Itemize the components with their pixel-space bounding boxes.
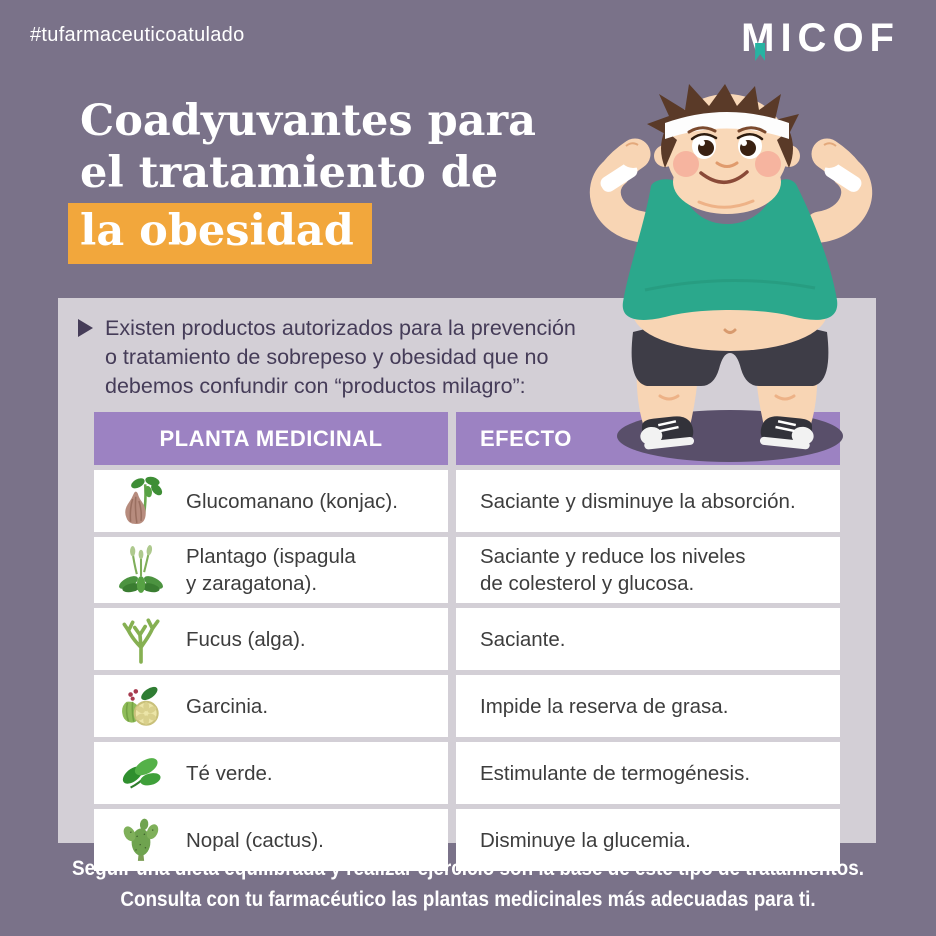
page-title: Coadyuvantes para el tratamiento de la o… (68, 95, 537, 264)
wristband-left (600, 162, 638, 192)
plant-cell: Fucus (alga). (94, 608, 448, 670)
info-card: Existen productos autorizados para la pr… (58, 298, 876, 871)
title-highlight: la obesidad (68, 203, 372, 264)
intro-text: Existen productos autorizados para la pr… (105, 316, 576, 398)
plant-table: PLANTA MEDICINAL EFECTO Glucomanano (kon… (94, 412, 840, 871)
title-line-2: el tratamiento de (80, 148, 499, 198)
column-header-planta-medicinal: PLANTA MEDICINAL (94, 412, 448, 465)
effect-cell: Saciante y reduce los niveles de coleste… (456, 537, 840, 603)
sneaker-left (640, 416, 695, 450)
green-tea-icon (118, 748, 164, 798)
plant-name: Glucomanano (konjac). (186, 489, 398, 513)
plant-name: Plantago (ispagula y zaragatona). (186, 545, 356, 595)
plant-cell: Glucomanano (konjac). (94, 470, 448, 532)
brand-mark-icon (755, 43, 766, 61)
title-line-1: Coadyuvantes para (80, 96, 537, 146)
effect-text: Saciante y disminuye la absorción. (480, 489, 796, 513)
plant-name: Nopal (cactus). (186, 828, 324, 852)
fucus-icon (118, 614, 164, 664)
plant-cell: Plantago (ispagula y zaragatona). (94, 537, 448, 603)
effect-text: Saciante. (480, 627, 566, 651)
effect-text: Saciante y reduce los niveles de coleste… (480, 545, 746, 595)
footer-line-2: Consulta con tu farmacéutico las plantas… (120, 888, 816, 911)
triangle-bullet-icon (78, 319, 93, 337)
plant-cell: Garcinia. (94, 675, 448, 737)
brand-logo: MICOF (741, 16, 900, 61)
wristband-right (824, 162, 862, 192)
brand-logo-text: MICOF (741, 16, 900, 60)
garcinia-icon (118, 681, 164, 731)
effect-text: Disminuye la glucemia. (480, 828, 691, 852)
sneaker-right (759, 416, 814, 450)
footer-note: Seguir una dieta equilibrada y realizar … (47, 853, 889, 915)
effect-text: Estimulante de termogénesis. (480, 761, 751, 785)
plant-name: Fucus (alga). (186, 627, 306, 651)
plant-cell: Nopal (cactus). (94, 809, 448, 871)
effect-cell: Impide la reserva de grasa. (456, 675, 840, 737)
hashtag-text: #tufarmaceuticoatulado (30, 24, 245, 46)
obese-character-illustration (589, 84, 873, 462)
plant-name: Té verde. (186, 761, 273, 785)
footer-line-1: Seguir una dieta equilibrada y realizar … (72, 857, 864, 880)
effect-cell: Disminuye la glucemia. (456, 809, 840, 871)
effect-cell: Estimulante de termogénesis. (456, 742, 840, 804)
plant-cell: Té verde. (94, 742, 448, 804)
effect-cell: Saciante y disminuye la absorción. (456, 470, 840, 532)
effect-cell: Saciante. (456, 608, 840, 670)
intro-block: Existen productos autorizados para la pr… (78, 314, 576, 401)
headband (665, 112, 789, 139)
effect-text: Impide la reserva de grasa. (480, 694, 729, 718)
plant-name: Garcinia. (186, 694, 269, 718)
plantago-icon (118, 545, 164, 595)
konjac-icon (118, 476, 164, 526)
